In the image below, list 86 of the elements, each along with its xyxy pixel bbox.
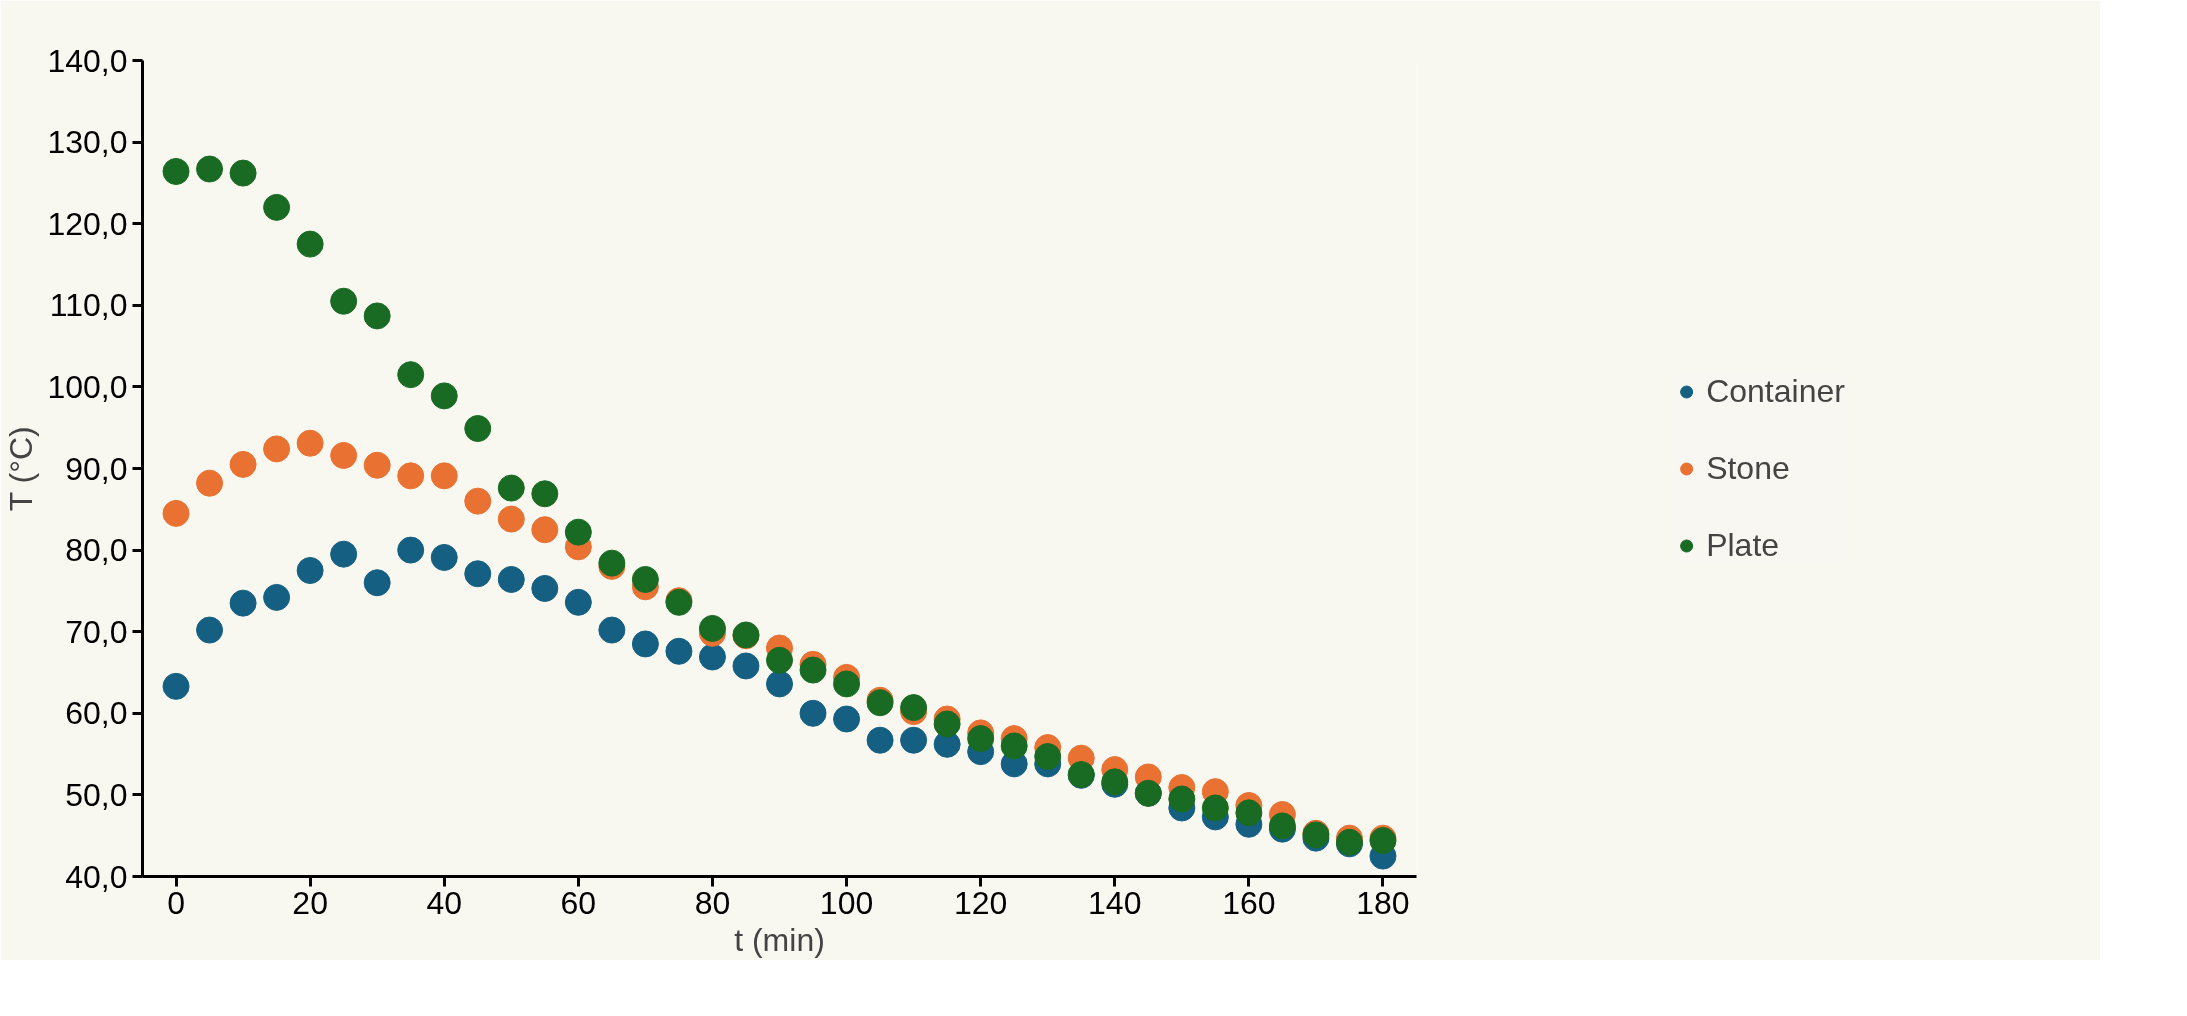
point: [766, 646, 793, 674]
point: [464, 560, 492, 588]
point: [263, 435, 291, 463]
point: [397, 536, 425, 564]
point: [766, 670, 793, 698]
point: [631, 630, 659, 658]
point: [196, 616, 224, 644]
point: [1034, 743, 1062, 771]
point: [229, 450, 257, 478]
point: [1168, 785, 1196, 813]
point: [430, 543, 458, 571]
y-tick-label: 130,0: [47, 124, 128, 161]
point: [665, 637, 693, 665]
y-tick-label: 70,0: [65, 613, 128, 650]
point: [330, 540, 358, 568]
point: [263, 583, 291, 611]
x-tick-label: 120: [953, 884, 1008, 921]
y-tick-label: 100,0: [47, 368, 128, 405]
point: [698, 643, 726, 671]
x-tick-label: 20: [292, 884, 328, 921]
x-tick-label: 100: [819, 884, 874, 921]
point: [833, 705, 861, 733]
point: [296, 429, 324, 457]
point: [967, 725, 995, 753]
point: [162, 672, 190, 700]
y-tick-label: 40,0: [65, 858, 128, 895]
point: [162, 499, 190, 527]
x-tick-label: 180: [1356, 884, 1410, 921]
point: [397, 361, 425, 389]
point: [363, 451, 391, 479]
point: [497, 505, 525, 533]
point: [464, 487, 492, 515]
point: [330, 287, 358, 315]
point: [229, 589, 257, 617]
y-tick-label: 120,0: [47, 205, 128, 242]
point: [933, 710, 961, 738]
y-tick-label: 110,0: [49, 287, 128, 324]
point: [799, 699, 827, 727]
x-tick-label: 140: [1088, 884, 1142, 921]
point: [564, 518, 592, 546]
point: [1000, 732, 1028, 760]
y-tick-label: 90,0: [65, 450, 128, 487]
y-axis-title: T (°C): [3, 426, 40, 512]
legend-label: Stone: [1706, 449, 1790, 487]
point: [631, 566, 659, 593]
point: [363, 569, 391, 597]
point: [296, 557, 324, 584]
point: [196, 469, 224, 497]
y-tick-label: 80,0: [65, 532, 128, 569]
y-tick-label: 140,0: [47, 42, 128, 79]
point: [799, 656, 827, 684]
point: [531, 516, 559, 544]
point: [866, 726, 894, 754]
point: [497, 566, 525, 593]
point: [330, 441, 358, 469]
x-tick-label: 0: [167, 884, 185, 921]
x-axis-title: t (min): [734, 921, 825, 958]
x-tick-label: 60: [560, 884, 597, 921]
point: [229, 159, 257, 187]
point: [196, 155, 224, 183]
y-tick-label: 60,0: [65, 695, 128, 732]
x-tick-label: 80: [694, 884, 731, 921]
point: [833, 670, 861, 698]
point: [698, 614, 726, 642]
point: [296, 230, 324, 258]
point: [464, 415, 492, 442]
point: [900, 726, 928, 754]
point: [1201, 794, 1229, 822]
x-tick-label: 160: [1222, 884, 1276, 921]
point: [363, 302, 391, 330]
point: [497, 474, 525, 502]
point: [397, 462, 425, 490]
point: [598, 616, 626, 644]
point: [732, 652, 760, 680]
point: [263, 193, 291, 221]
point: [430, 462, 458, 490]
point: [1235, 799, 1263, 827]
legend-label: Plate: [1706, 526, 1780, 564]
y-tick-label: 50,0: [65, 776, 128, 813]
legend-label: Container: [1706, 372, 1845, 410]
point: [430, 382, 458, 410]
point: [531, 480, 559, 508]
point: [531, 574, 559, 602]
x-tick-label: 40: [426, 884, 463, 921]
point: [162, 158, 190, 185]
point: [564, 588, 592, 616]
